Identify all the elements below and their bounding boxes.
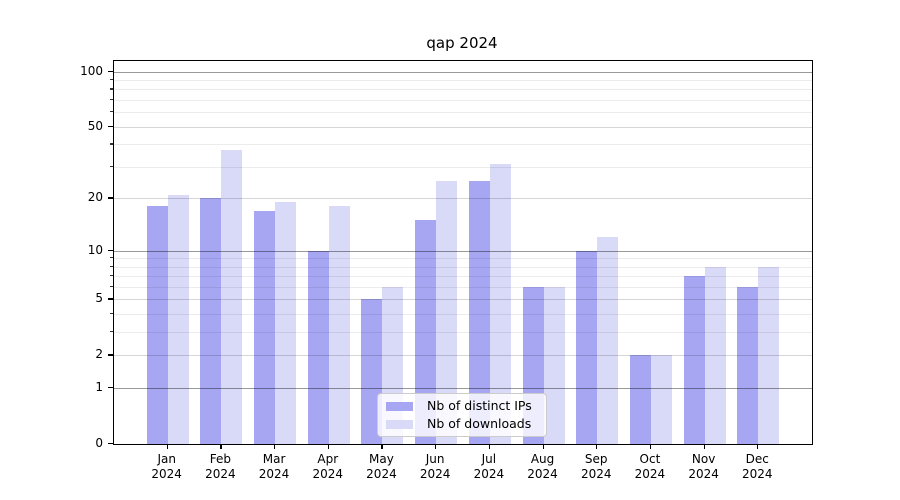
x-tick-mark-aug: [542, 444, 544, 449]
bar-nb-of-downloads-sep: [597, 237, 619, 444]
bar-nb-of-downloads-jul: [489, 164, 511, 444]
y-minortick-mark-4: [110, 313, 113, 315]
y-tick-mark-1: [108, 387, 113, 389]
bar-nb-of-downloads-apr: [328, 206, 350, 444]
bar-nb-of-distinct-ips-oct: [629, 355, 651, 444]
bar-nb-of-distinct-ips-dec: [737, 286, 759, 444]
legend-label-distinct-ips: Nb of distinct IPs: [427, 398, 532, 413]
y-tick-label-20: 20: [87, 190, 103, 205]
y-tick-mark-10: [108, 249, 113, 251]
gridline-major-50: [114, 126, 812, 128]
y-minortick-mark-80: [110, 88, 113, 90]
x-tick-mark-sep: [596, 444, 598, 449]
y-minortick-mark-8: [110, 265, 113, 267]
y-minortick-mark-90: [110, 79, 113, 81]
gridline-minor-90: [114, 80, 812, 81]
bar-nb-of-downloads-feb: [221, 150, 243, 444]
legend-item-distinct-ips: Nb of distinct IPs: [386, 399, 538, 413]
x-tick-label-aug: Aug 2024: [527, 452, 558, 481]
bar-nb-of-downloads-mar: [275, 202, 297, 444]
chart-title: qap 2024: [426, 34, 498, 52]
x-tick-label-sep: Sep 2024: [580, 452, 612, 481]
bar-nb-of-downloads-dec: [758, 266, 780, 444]
gridline-minor-70: [114, 100, 812, 102]
bar-nb-of-downloads-jan: [167, 194, 189, 444]
x-tick-mark-mar: [274, 444, 276, 449]
x-tick-mark-feb: [220, 444, 222, 449]
y-tick-mark-100: [108, 70, 113, 72]
legend-label-downloads: Nb of downloads: [427, 416, 532, 431]
legend: Nb of distinct IPs Nb of downloads: [377, 393, 547, 437]
x-tick-mark-dec: [757, 444, 759, 449]
y-minortick-mark-6: [110, 285, 113, 288]
x-tick-label-nov: Nov 2024: [688, 452, 719, 481]
y-tick-label-2: 2: [95, 347, 103, 362]
bar-nb-of-distinct-ips-apr: [307, 250, 329, 444]
y-minortick-mark-3: [110, 331, 113, 333]
bar-nb-of-distinct-ips-jan: [146, 206, 168, 444]
bar-nb-of-downloads-jun: [436, 181, 458, 444]
bar-nb-of-downloads-nov: [704, 266, 726, 444]
gridline-minor-40: [114, 144, 812, 146]
bar-nb-of-downloads-oct: [650, 355, 672, 444]
x-tick-mark-jun: [435, 444, 437, 449]
y-tick-mark-0: [108, 443, 113, 445]
x-tick-label-oct: Oct 2024: [634, 452, 666, 481]
bar-nb-of-distinct-ips-feb: [200, 198, 222, 444]
x-tick-label-mar: Mar 2024: [258, 452, 290, 481]
y-tick-mark-20: [108, 197, 113, 199]
x-tick-label-jan: Jan 2024: [151, 452, 182, 481]
gridline-major-100: [114, 71, 812, 73]
bar-nb-of-distinct-ips-sep: [576, 250, 598, 444]
x-tick-label-apr: Apr 2024: [312, 452, 344, 481]
x-tick-label-jun: Jun 2024: [419, 452, 451, 481]
y-tick-label-5: 5: [95, 291, 103, 306]
x-tick-mark-jul: [488, 444, 491, 449]
y-tick-label-50: 50: [87, 118, 103, 133]
y-minortick-mark-30: [110, 165, 113, 168]
legend-swatch-downloads: [386, 419, 413, 429]
x-tick-mark-nov: [703, 444, 705, 449]
x-tick-label-may: May 2024: [366, 452, 397, 481]
x-tick-mark-may: [381, 444, 383, 449]
plot-area: [113, 60, 813, 445]
x-tick-label-dec: Dec 2024: [742, 452, 773, 481]
bar-nb-of-distinct-ips-jun: [415, 220, 437, 444]
bar-nb-of-distinct-ips-mar: [254, 210, 276, 444]
gridline-minor-60: [114, 112, 812, 114]
y-tick-mark-50: [108, 125, 113, 127]
x-tick-mark-oct: [649, 444, 652, 449]
y-tick-mark-5: [108, 298, 113, 300]
gridline-minor-30: [114, 166, 812, 168]
legend-item-downloads: Nb of downloads: [386, 417, 538, 431]
bar-nb-of-distinct-ips-nov: [683, 276, 705, 444]
y-minortick-mark-60: [110, 111, 113, 113]
y-tick-label-1: 1: [95, 380, 103, 395]
bar-nb-of-downloads-aug: [543, 286, 565, 444]
bar-nb-of-distinct-ips-jul: [468, 181, 490, 444]
x-tick-mark-jan: [166, 444, 168, 449]
y-tick-label-10: 10: [87, 242, 103, 257]
y-tick-label-100: 100: [80, 63, 103, 78]
x-tick-label-jul: Jul 2024: [473, 452, 505, 481]
y-minortick-mark-9: [110, 257, 113, 259]
x-tick-label-feb: Feb 2024: [205, 452, 236, 481]
y-minortick-mark-7: [110, 275, 113, 277]
y-tick-label-0: 0: [95, 436, 103, 450]
y-minortick-mark-40: [110, 143, 113, 145]
legend-swatch-distinct-ips: [386, 401, 413, 411]
y-tick-mark-2: [108, 354, 113, 356]
gridline-minor-80: [114, 89, 812, 91]
y-minortick-mark-70: [110, 99, 113, 101]
x-tick-mark-apr: [327, 444, 329, 449]
